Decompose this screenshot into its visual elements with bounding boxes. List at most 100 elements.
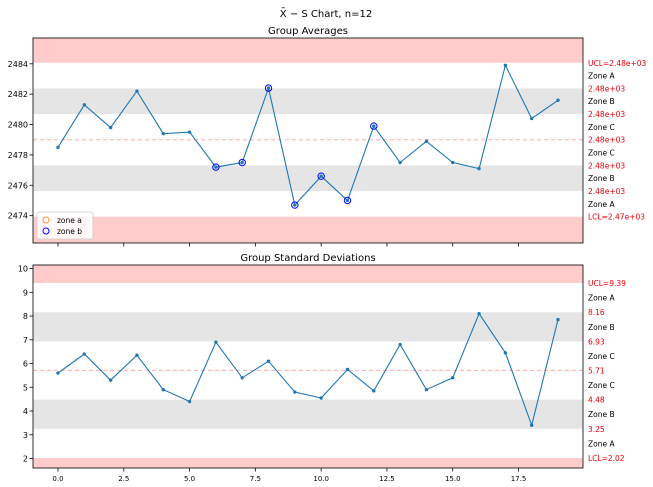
data-point (503, 63, 508, 68)
zone-label: Zone C (588, 123, 615, 132)
limit-label: 3.25 (588, 425, 605, 434)
x-tick-label: 0.0 (52, 475, 63, 483)
y-tick-label: 2478 (8, 151, 28, 160)
y-tick-label: 10 (18, 265, 28, 274)
zone-label: Zone B (588, 410, 615, 419)
limit-label: 8.16 (588, 308, 605, 317)
legend-entry: zone a (57, 216, 82, 225)
panel-title: Group Standard Deviations (240, 253, 375, 264)
x-tick-label: 10.0 (313, 475, 329, 483)
zone-b-marker (291, 201, 299, 209)
data-point (372, 389, 376, 393)
axes-frame (32, 37, 584, 244)
zone-label: Zone A (588, 72, 615, 81)
zone-label: Zone B (588, 323, 615, 332)
data-point (319, 396, 323, 400)
data-point (187, 399, 192, 404)
y-tick-label: 8 (23, 312, 28, 321)
outer-band-top (33, 38, 583, 63)
outer-band-top (33, 265, 583, 284)
data-point (56, 371, 60, 375)
limit-label: 2.48e+03 (588, 110, 625, 119)
limit-label: 2.48e+03 (588, 161, 625, 170)
data-point (345, 367, 350, 372)
series-line (57, 312, 559, 428)
data-point (266, 359, 271, 363)
data-point (451, 160, 455, 165)
zone-b-marker (370, 122, 378, 130)
limit-label: 2.48e+03 (588, 187, 625, 196)
legend-box (36, 211, 94, 240)
zone-label: Zone C (588, 352, 615, 361)
data-point (451, 376, 455, 380)
data-point (214, 340, 218, 344)
data-point (319, 174, 323, 178)
zone-label: Zone B (588, 97, 615, 106)
legend-marker (42, 227, 50, 235)
limit-label: 2.48e+03 (588, 84, 625, 93)
zone-label: Zone A (588, 200, 615, 209)
series-line (57, 63, 559, 207)
y-tick-label: 6 (23, 360, 28, 369)
data-point (82, 103, 87, 107)
y-tick-label: 2474 (8, 212, 28, 221)
x-tick-label: 15.0 (445, 475, 461, 483)
y-tick-label: 2 (23, 455, 28, 464)
data-point (424, 139, 429, 143)
data-point (372, 124, 376, 128)
group-std-panel: Group Standard Deviations 2 3 4 5 6 7 8 9 10 0.0 2.… (18, 253, 626, 483)
data-point (477, 166, 481, 171)
limit-label: 5.71 (588, 366, 605, 375)
zone-b-marker (317, 172, 325, 180)
panel-title: Group Averages (268, 26, 348, 37)
data-point (293, 390, 297, 394)
outer-band-bottom (33, 216, 583, 243)
y-tick-label: 2476 (8, 181, 28, 190)
y-tick-label: 4 (23, 407, 28, 416)
data-point (503, 351, 508, 355)
data-point (266, 86, 271, 90)
data-point (529, 423, 534, 427)
data-point (556, 317, 560, 322)
y-tick-label: 9 (23, 288, 28, 297)
zone-b-band-upper (33, 312, 583, 342)
data-point (161, 387, 165, 392)
zone-b-band-lower (33, 399, 583, 429)
zone-b-marker (264, 84, 273, 92)
zone-b-marker (212, 163, 220, 171)
data-point (108, 378, 113, 382)
data-point (240, 376, 244, 380)
data-point (135, 89, 139, 93)
limit-label: LCL=2.02 (588, 454, 625, 463)
limit-label: 2.48e+03 (588, 136, 625, 145)
data-point (240, 160, 244, 165)
y-tick-label: 2484 (8, 60, 28, 69)
limit-label: LCL=2.47e+03 (588, 213, 645, 222)
x-tick-label: 7.5 (250, 475, 261, 483)
zone-b-band-upper (33, 88, 583, 115)
data-point (477, 311, 481, 316)
x-tick-label: 2.5 (118, 475, 129, 483)
zone-label: Zone B (588, 174, 615, 183)
y-tick-label: 5 (23, 383, 28, 392)
data-point (556, 98, 560, 102)
data-point (214, 165, 218, 169)
limit-label: UCL=2.48e+03 (588, 59, 647, 68)
data-point (293, 203, 297, 207)
data-point (187, 130, 192, 134)
y-tick-label: 2482 (8, 90, 28, 99)
zone-b-marker (238, 158, 246, 167)
data-point (424, 387, 429, 392)
zone-b-band-lower (33, 165, 583, 192)
data-point (161, 131, 165, 136)
data-point (82, 352, 87, 356)
x-tick-label: 12.5 (379, 475, 395, 483)
y-tick-label: 2480 (8, 121, 28, 130)
figure-suptitle: X̄ − S Chart, n=12 (280, 7, 372, 20)
data-point (529, 116, 534, 121)
x-tick-label: 5.0 (184, 475, 195, 483)
outer-band-bottom (33, 458, 583, 468)
zone-label: Zone A (588, 294, 615, 303)
group-averages-panel: Group Averages 2474 2476 2478 2480 2482 2484 UC… (8, 26, 647, 247)
